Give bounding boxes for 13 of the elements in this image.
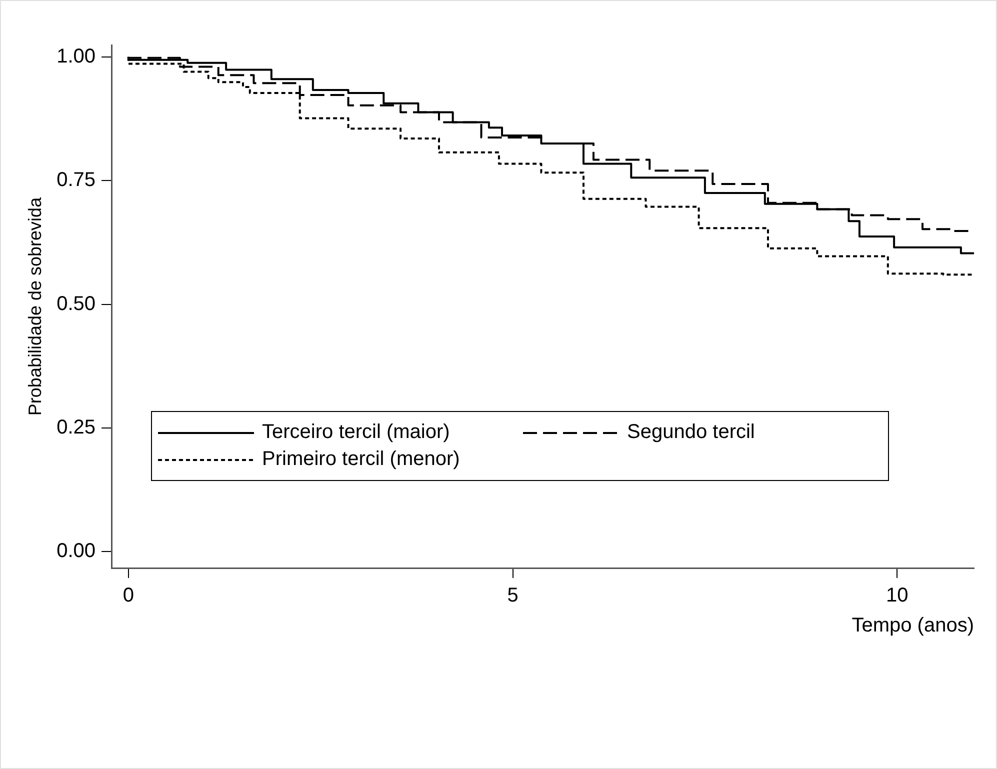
y-axis-title: Probabilidade de sobrevida	[24, 196, 45, 416]
y-tick-label: 0.50	[56, 292, 96, 315]
x-tick-label: 5	[507, 584, 518, 607]
legend-label: Segundo tercil	[627, 421, 755, 444]
x-axis-title: Tempo (anos)	[852, 614, 974, 637]
legend-label: Primeiro tercil (menor)	[262, 448, 460, 471]
x-tick-label: 10	[886, 584, 908, 607]
x-tick-label: 0	[122, 584, 134, 607]
legend-label: Terceiro tercil (maior)	[262, 421, 450, 444]
y-tick-label: 1.00	[56, 45, 96, 68]
y-tick-label: 0.00	[56, 540, 96, 562]
y-tick-label: 0.75	[56, 169, 96, 192]
y-tick-label: 0.25	[56, 416, 96, 438]
